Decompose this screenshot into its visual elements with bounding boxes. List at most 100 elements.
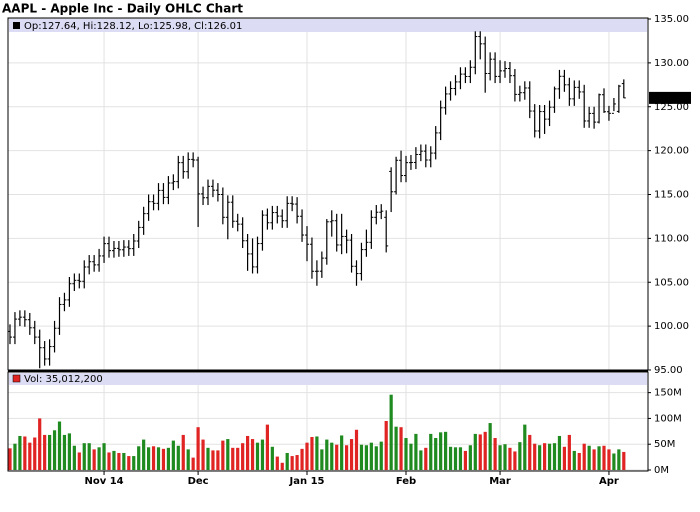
volume-bar — [161, 448, 166, 470]
volume-bar — [221, 440, 225, 470]
volume-bar — [444, 431, 448, 470]
volume-bar — [23, 436, 27, 470]
marks — [8, 31, 626, 470]
volume-bar — [270, 446, 274, 470]
volume-bar — [43, 434, 47, 470]
volume-bar — [330, 442, 334, 470]
y-tick-label: 115.00 — [654, 190, 689, 201]
volume-bar — [18, 435, 22, 470]
x-tick-label: Mar — [489, 476, 511, 487]
volume-bar — [552, 443, 557, 470]
volume-bar — [533, 443, 537, 470]
volume-bar — [394, 426, 398, 470]
volume-bar — [389, 394, 393, 470]
volume-bar — [13, 443, 17, 470]
y2-tick-label: 50M — [654, 439, 675, 450]
volume-bar — [92, 449, 96, 470]
volume-bar — [181, 434, 185, 470]
y-tick-label: 135.00 — [654, 14, 689, 25]
volume-bar — [241, 443, 245, 470]
volume-bar — [211, 450, 215, 470]
volume-bar — [374, 446, 378, 470]
volume-bar — [513, 451, 517, 470]
volume-bar — [587, 445, 591, 470]
last-price-label: 126.01 — [654, 93, 689, 104]
volume-bar — [57, 421, 62, 470]
volume-bar — [617, 449, 621, 470]
volume-bar — [364, 445, 368, 470]
volume-bar — [518, 442, 522, 470]
volume-bar — [216, 450, 220, 470]
volume-legend: Vol: 35,012,200 — [24, 374, 103, 385]
volume-bar — [52, 430, 57, 470]
volume-bar — [171, 440, 175, 470]
volume-bar — [335, 444, 339, 470]
volume-bar — [622, 451, 626, 470]
last-price-box — [649, 91, 691, 104]
volume-bar — [582, 443, 586, 470]
volume-bar — [453, 447, 458, 470]
y-tick-label: 120.00 — [654, 146, 689, 157]
volume-bar — [206, 447, 210, 470]
volume-bar — [488, 423, 492, 470]
volume-bar — [265, 424, 269, 470]
volume-bar — [498, 445, 502, 470]
volume-bar — [602, 445, 606, 470]
volume-bar — [325, 439, 329, 470]
volume-frame — [7, 371, 649, 472]
volume-bar — [250, 439, 255, 470]
volume-bar — [320, 449, 324, 470]
volume-bar — [285, 452, 289, 470]
volume-bar — [280, 462, 284, 470]
chart-title: AAPL - Apple Inc - Daily OHLC Chart — [2, 2, 243, 16]
volume-bar — [434, 438, 438, 470]
volume-bar — [62, 434, 67, 470]
volume-bar — [82, 443, 86, 470]
volume-bar — [77, 452, 81, 470]
volume-bar — [557, 435, 562, 470]
volume-bar — [483, 431, 487, 470]
volume-bar — [379, 441, 383, 470]
volume-bar — [300, 448, 304, 470]
volume-bar — [226, 439, 230, 470]
volume-bar — [176, 445, 180, 470]
volume-bar — [493, 438, 497, 470]
volume-bar — [102, 443, 106, 470]
volume-bar — [349, 439, 354, 470]
y-tick-label: 125.00 — [654, 102, 689, 113]
volume-bar — [8, 448, 12, 470]
volume-bar — [231, 447, 235, 470]
volume-bar — [369, 442, 373, 470]
volume-bar — [147, 447, 151, 470]
volume-bar — [567, 434, 571, 470]
volume-bar — [122, 452, 126, 470]
volume-bar — [458, 447, 463, 470]
x-tick-label: Feb — [396, 476, 416, 487]
y2-tick-label: 0M — [654, 465, 669, 476]
volume-bar — [196, 427, 200, 470]
volume-bar — [409, 443, 413, 470]
volume-bar — [127, 456, 131, 470]
volume-bar — [191, 457, 195, 470]
volume-bar — [132, 456, 136, 470]
y-tick-label: 130.00 — [654, 58, 689, 69]
volume-bar — [142, 439, 146, 470]
volume-bar — [255, 442, 260, 470]
y2-tick-label: 100M — [654, 413, 682, 424]
volume-bar — [305, 442, 309, 470]
y-tick-label: 105.00 — [654, 277, 689, 288]
volume-bar — [538, 445, 542, 470]
volume-bar — [260, 439, 265, 470]
x-tick-label: Apr — [599, 476, 619, 487]
volume-bar — [48, 434, 52, 470]
price-legend-swatch — [13, 22, 20, 29]
volume-bar — [107, 452, 111, 470]
volume-bar — [186, 449, 190, 470]
volume-bar — [543, 443, 547, 470]
volume-bar — [151, 446, 156, 470]
price-legend: Op:127.64, Hi:128.12, Lo:125.98, Cl:126.… — [24, 21, 242, 32]
volume-bar — [399, 427, 403, 470]
volume-bar — [246, 435, 250, 470]
